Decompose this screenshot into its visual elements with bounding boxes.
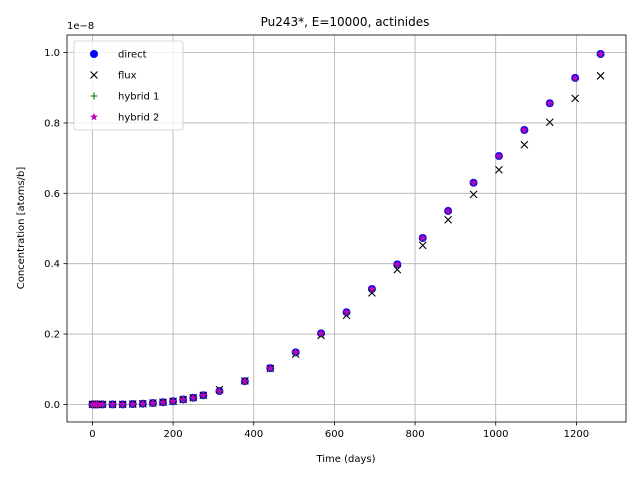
data-point [469, 178, 478, 187]
x-tick-label: 0 [89, 429, 95, 440]
data-point [179, 395, 188, 403]
x-tick-label: 1200 [564, 429, 589, 440]
data-point [266, 363, 275, 372]
legend-box [73, 40, 184, 131]
data-point [418, 241, 427, 250]
legend-label: hybrid 2 [118, 113, 159, 124]
data-point [148, 398, 157, 407]
x-tick-label: 1000 [483, 429, 508, 440]
x-tick-label: 600 [325, 429, 344, 440]
data-point [215, 386, 224, 395]
y-tick-label: 0.2 [44, 330, 60, 341]
data-point [342, 308, 351, 316]
data-point [571, 94, 580, 103]
y-tick-label: 0.6 [44, 189, 60, 200]
data-point [128, 399, 137, 408]
chart-title: Pu243*, E=10000, actinides [261, 15, 430, 29]
data-point [108, 400, 117, 408]
legend-marker [90, 50, 98, 58]
data-point [545, 118, 554, 127]
data-point [571, 73, 580, 82]
y-axis-label: Concentration [atoms/b] [16, 167, 27, 290]
data-point [368, 288, 376, 297]
series-hybrid-2 [88, 49, 605, 408]
legend-label: direct [118, 50, 147, 61]
data-point [199, 391, 208, 399]
y-offset-text: 1e−8 [67, 21, 94, 32]
data-point [159, 398, 167, 406]
data-point [317, 329, 326, 337]
plot-area-frame [66, 34, 627, 423]
data-point [98, 400, 107, 408]
data-point [138, 399, 147, 408]
data-point [596, 49, 605, 58]
data-point [520, 140, 529, 149]
data-point [495, 165, 503, 174]
y-tick-label: 0.8 [44, 118, 60, 129]
y-tick-label: 0.0 [44, 400, 60, 411]
legend-marker [90, 112, 98, 121]
data-point [520, 125, 529, 134]
data-point [596, 71, 605, 80]
data-point [469, 190, 478, 199]
data-point [118, 400, 127, 408]
legend-label: hybrid 1 [118, 92, 159, 103]
y-tick-label: 1.0 [44, 48, 60, 59]
data-point [367, 284, 376, 293]
y-tick-label: 0.4 [44, 259, 60, 270]
legend-label: flux [118, 71, 137, 82]
data-point [169, 397, 178, 405]
data-point [494, 151, 503, 160]
data-point [94, 400, 103, 408]
legend-marker [90, 92, 98, 100]
data-point [189, 393, 198, 402]
legend: direct flux hybrid 1 hybrid 2 [73, 40, 184, 131]
x-axis-label: Time (days) [315, 454, 375, 465]
data-point [444, 206, 453, 215]
data-point [545, 99, 554, 107]
data-point [393, 260, 402, 268]
legend-marker [90, 71, 98, 79]
data-point [418, 233, 427, 242]
x-tick-label: 400 [244, 429, 263, 440]
data-point [240, 376, 249, 385]
data-marks [88, 49, 605, 409]
data-point [444, 215, 453, 224]
axis-ticks: 0 200 400 600 800 1000 1200 0.0 0.2 0.4 0.6 0.8 1.0 [44, 48, 589, 440]
x-tick-label: 800 [406, 429, 425, 440]
x-tick-label: 200 [164, 429, 183, 440]
data-point [291, 348, 300, 356]
